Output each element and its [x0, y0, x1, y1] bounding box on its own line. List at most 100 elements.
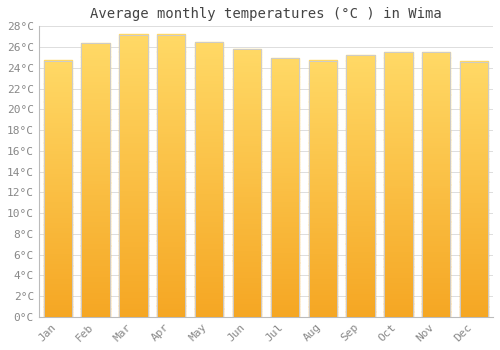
Bar: [270, 218, 299, 221]
Bar: [195, 176, 224, 179]
Bar: [270, 84, 299, 87]
Bar: [44, 214, 72, 217]
Bar: [119, 43, 148, 46]
Bar: [195, 154, 224, 158]
Bar: [346, 191, 375, 194]
Bar: [384, 245, 412, 248]
Bar: [233, 268, 261, 271]
Bar: [270, 185, 299, 188]
Bar: [384, 145, 412, 147]
Bar: [82, 51, 110, 54]
Bar: [308, 217, 337, 219]
Bar: [346, 233, 375, 236]
Bar: [157, 195, 186, 198]
Bar: [44, 201, 72, 204]
Bar: [119, 83, 148, 85]
Bar: [384, 116, 412, 118]
Bar: [195, 53, 224, 56]
Bar: [422, 205, 450, 208]
Bar: [82, 240, 110, 243]
Bar: [44, 68, 72, 71]
Bar: [44, 222, 72, 225]
Bar: [308, 127, 337, 130]
Bar: [119, 60, 148, 63]
Bar: [270, 139, 299, 141]
Bar: [195, 130, 224, 133]
Bar: [308, 294, 337, 296]
Bar: [460, 115, 488, 118]
Bar: [82, 248, 110, 251]
Bar: [422, 187, 450, 190]
Bar: [119, 300, 148, 303]
Bar: [119, 128, 148, 131]
Bar: [44, 212, 72, 214]
Bar: [308, 230, 337, 232]
Bar: [44, 158, 72, 160]
Bar: [308, 125, 337, 127]
Bar: [308, 122, 337, 125]
Bar: [119, 314, 148, 317]
Bar: [308, 173, 337, 176]
Bar: [233, 113, 261, 116]
Bar: [195, 286, 224, 289]
Bar: [270, 257, 299, 260]
Bar: [82, 174, 110, 177]
Bar: [460, 151, 488, 153]
Bar: [119, 235, 148, 238]
Bar: [195, 314, 224, 317]
Bar: [346, 139, 375, 142]
Bar: [157, 105, 186, 108]
Bar: [44, 130, 72, 132]
Bar: [119, 311, 148, 314]
Bar: [157, 294, 186, 297]
Bar: [233, 314, 261, 317]
Bar: [233, 57, 261, 60]
Bar: [308, 99, 337, 101]
Bar: [384, 184, 412, 187]
Bar: [233, 177, 261, 180]
Bar: [384, 137, 412, 140]
Bar: [460, 291, 488, 294]
Bar: [346, 254, 375, 257]
Bar: [422, 142, 450, 145]
Bar: [308, 65, 337, 68]
Bar: [44, 140, 72, 142]
Bar: [422, 65, 450, 68]
Bar: [346, 71, 375, 74]
Bar: [157, 254, 186, 258]
Bar: [119, 71, 148, 74]
Bar: [460, 125, 488, 128]
Bar: [308, 150, 337, 153]
Bar: [195, 69, 224, 72]
Bar: [422, 272, 450, 274]
Bar: [44, 194, 72, 196]
Bar: [460, 138, 488, 141]
Bar: [270, 167, 299, 169]
Bar: [460, 204, 488, 207]
Bar: [82, 43, 110, 317]
Bar: [270, 216, 299, 219]
Bar: [384, 193, 412, 195]
Bar: [157, 122, 186, 125]
Bar: [460, 210, 488, 212]
Bar: [270, 87, 299, 90]
Bar: [422, 176, 450, 179]
Bar: [460, 304, 488, 307]
Bar: [157, 314, 186, 317]
Bar: [346, 285, 375, 288]
Bar: [119, 238, 148, 240]
Bar: [460, 159, 488, 161]
Bar: [195, 284, 224, 287]
Bar: [119, 178, 148, 181]
Bar: [157, 150, 186, 153]
Bar: [44, 91, 72, 94]
Bar: [422, 52, 450, 55]
Bar: [44, 219, 72, 222]
Bar: [308, 258, 337, 260]
Bar: [422, 285, 450, 288]
Bar: [460, 225, 488, 228]
Bar: [119, 164, 148, 167]
Bar: [119, 218, 148, 221]
Bar: [44, 299, 72, 301]
Bar: [384, 195, 412, 198]
